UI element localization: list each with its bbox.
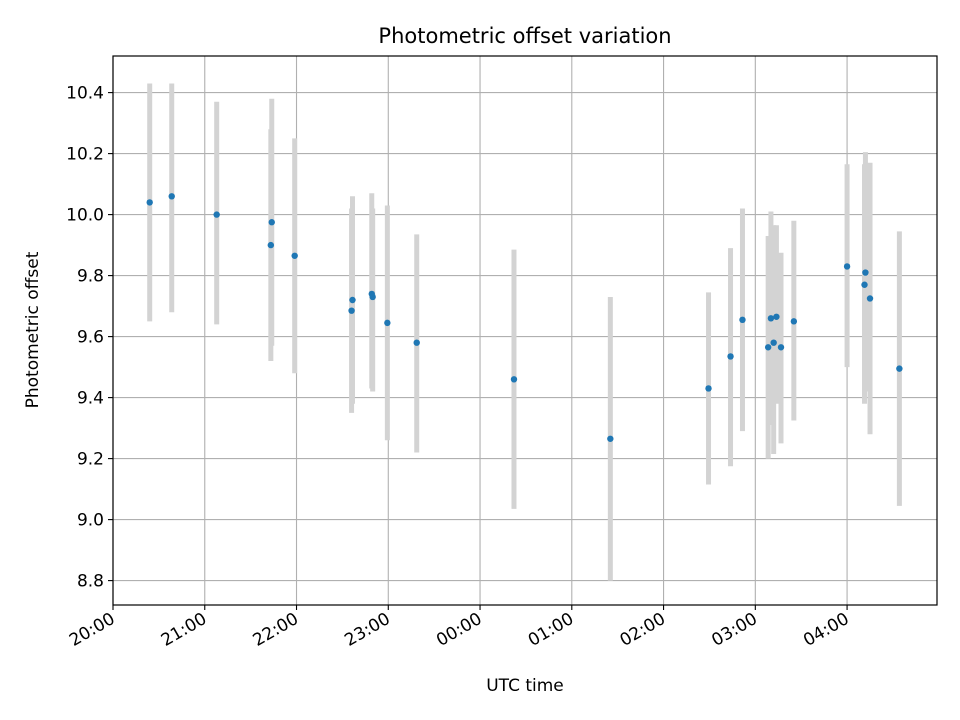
data-point bbox=[146, 199, 153, 206]
data-point bbox=[767, 315, 775, 322]
data-point bbox=[384, 319, 391, 327]
data-point bbox=[777, 344, 785, 351]
x-tick-label: 22:00 bbox=[250, 609, 302, 651]
data-point bbox=[896, 365, 903, 372]
plot-frame bbox=[112, 55, 938, 606]
y-tick-label: 9.0 bbox=[77, 511, 104, 531]
x-tick-label: 21:00 bbox=[158, 609, 210, 651]
y-tick-label: 8.8 bbox=[77, 572, 104, 592]
y-tick-label: 10.4 bbox=[66, 84, 104, 104]
grid bbox=[112, 56, 937, 605]
y-tick-label: 9.8 bbox=[77, 267, 104, 287]
error-bars bbox=[147, 83, 902, 581]
data-point bbox=[291, 252, 298, 259]
data-point bbox=[369, 293, 376, 301]
data-point bbox=[739, 316, 746, 324]
x-tick-label: 01:00 bbox=[525, 609, 577, 651]
x-tick-label: 02:00 bbox=[617, 609, 669, 651]
data-point bbox=[773, 313, 780, 320]
data-point bbox=[268, 219, 275, 226]
y-tick-label: 9.6 bbox=[77, 328, 104, 348]
chart-title: Photometric offset variation bbox=[378, 24, 671, 48]
data-point bbox=[349, 296, 356, 304]
x-tick-label: 20:00 bbox=[66, 609, 118, 651]
data-point bbox=[168, 193, 175, 200]
y-tick-label: 10.2 bbox=[66, 145, 104, 165]
data-point bbox=[705, 385, 712, 392]
x-tick-label: 23:00 bbox=[341, 609, 393, 651]
data-point bbox=[607, 435, 614, 442]
data-point bbox=[790, 318, 798, 325]
data-point bbox=[213, 211, 220, 218]
y-tick-label: 9.2 bbox=[77, 450, 104, 470]
x-tick-label: 03:00 bbox=[708, 609, 760, 651]
y-axis-label: Photometric offset bbox=[23, 251, 43, 408]
y-tick-label: 10.0 bbox=[66, 206, 104, 226]
x-tick-label: 04:00 bbox=[800, 609, 852, 651]
data-point bbox=[764, 344, 772, 351]
data-point bbox=[866, 295, 874, 302]
data-point bbox=[727, 353, 734, 360]
data-point bbox=[267, 241, 275, 249]
data-point bbox=[510, 376, 518, 383]
y-tick-label: 9.4 bbox=[77, 389, 104, 409]
data-point bbox=[862, 269, 869, 276]
data-point bbox=[843, 263, 851, 270]
data-point bbox=[413, 339, 420, 346]
axis-ticks: 20:00 21:00 22:00 23:00 00:00 01:00 02:00 03:00… bbox=[66, 84, 853, 651]
data-point bbox=[348, 307, 355, 314]
data-point bbox=[770, 339, 777, 346]
x-axis-label: UTC time bbox=[486, 676, 564, 696]
data-point bbox=[861, 281, 868, 288]
data-points bbox=[146, 193, 903, 442]
x-tick-label: 00:00 bbox=[433, 609, 485, 651]
